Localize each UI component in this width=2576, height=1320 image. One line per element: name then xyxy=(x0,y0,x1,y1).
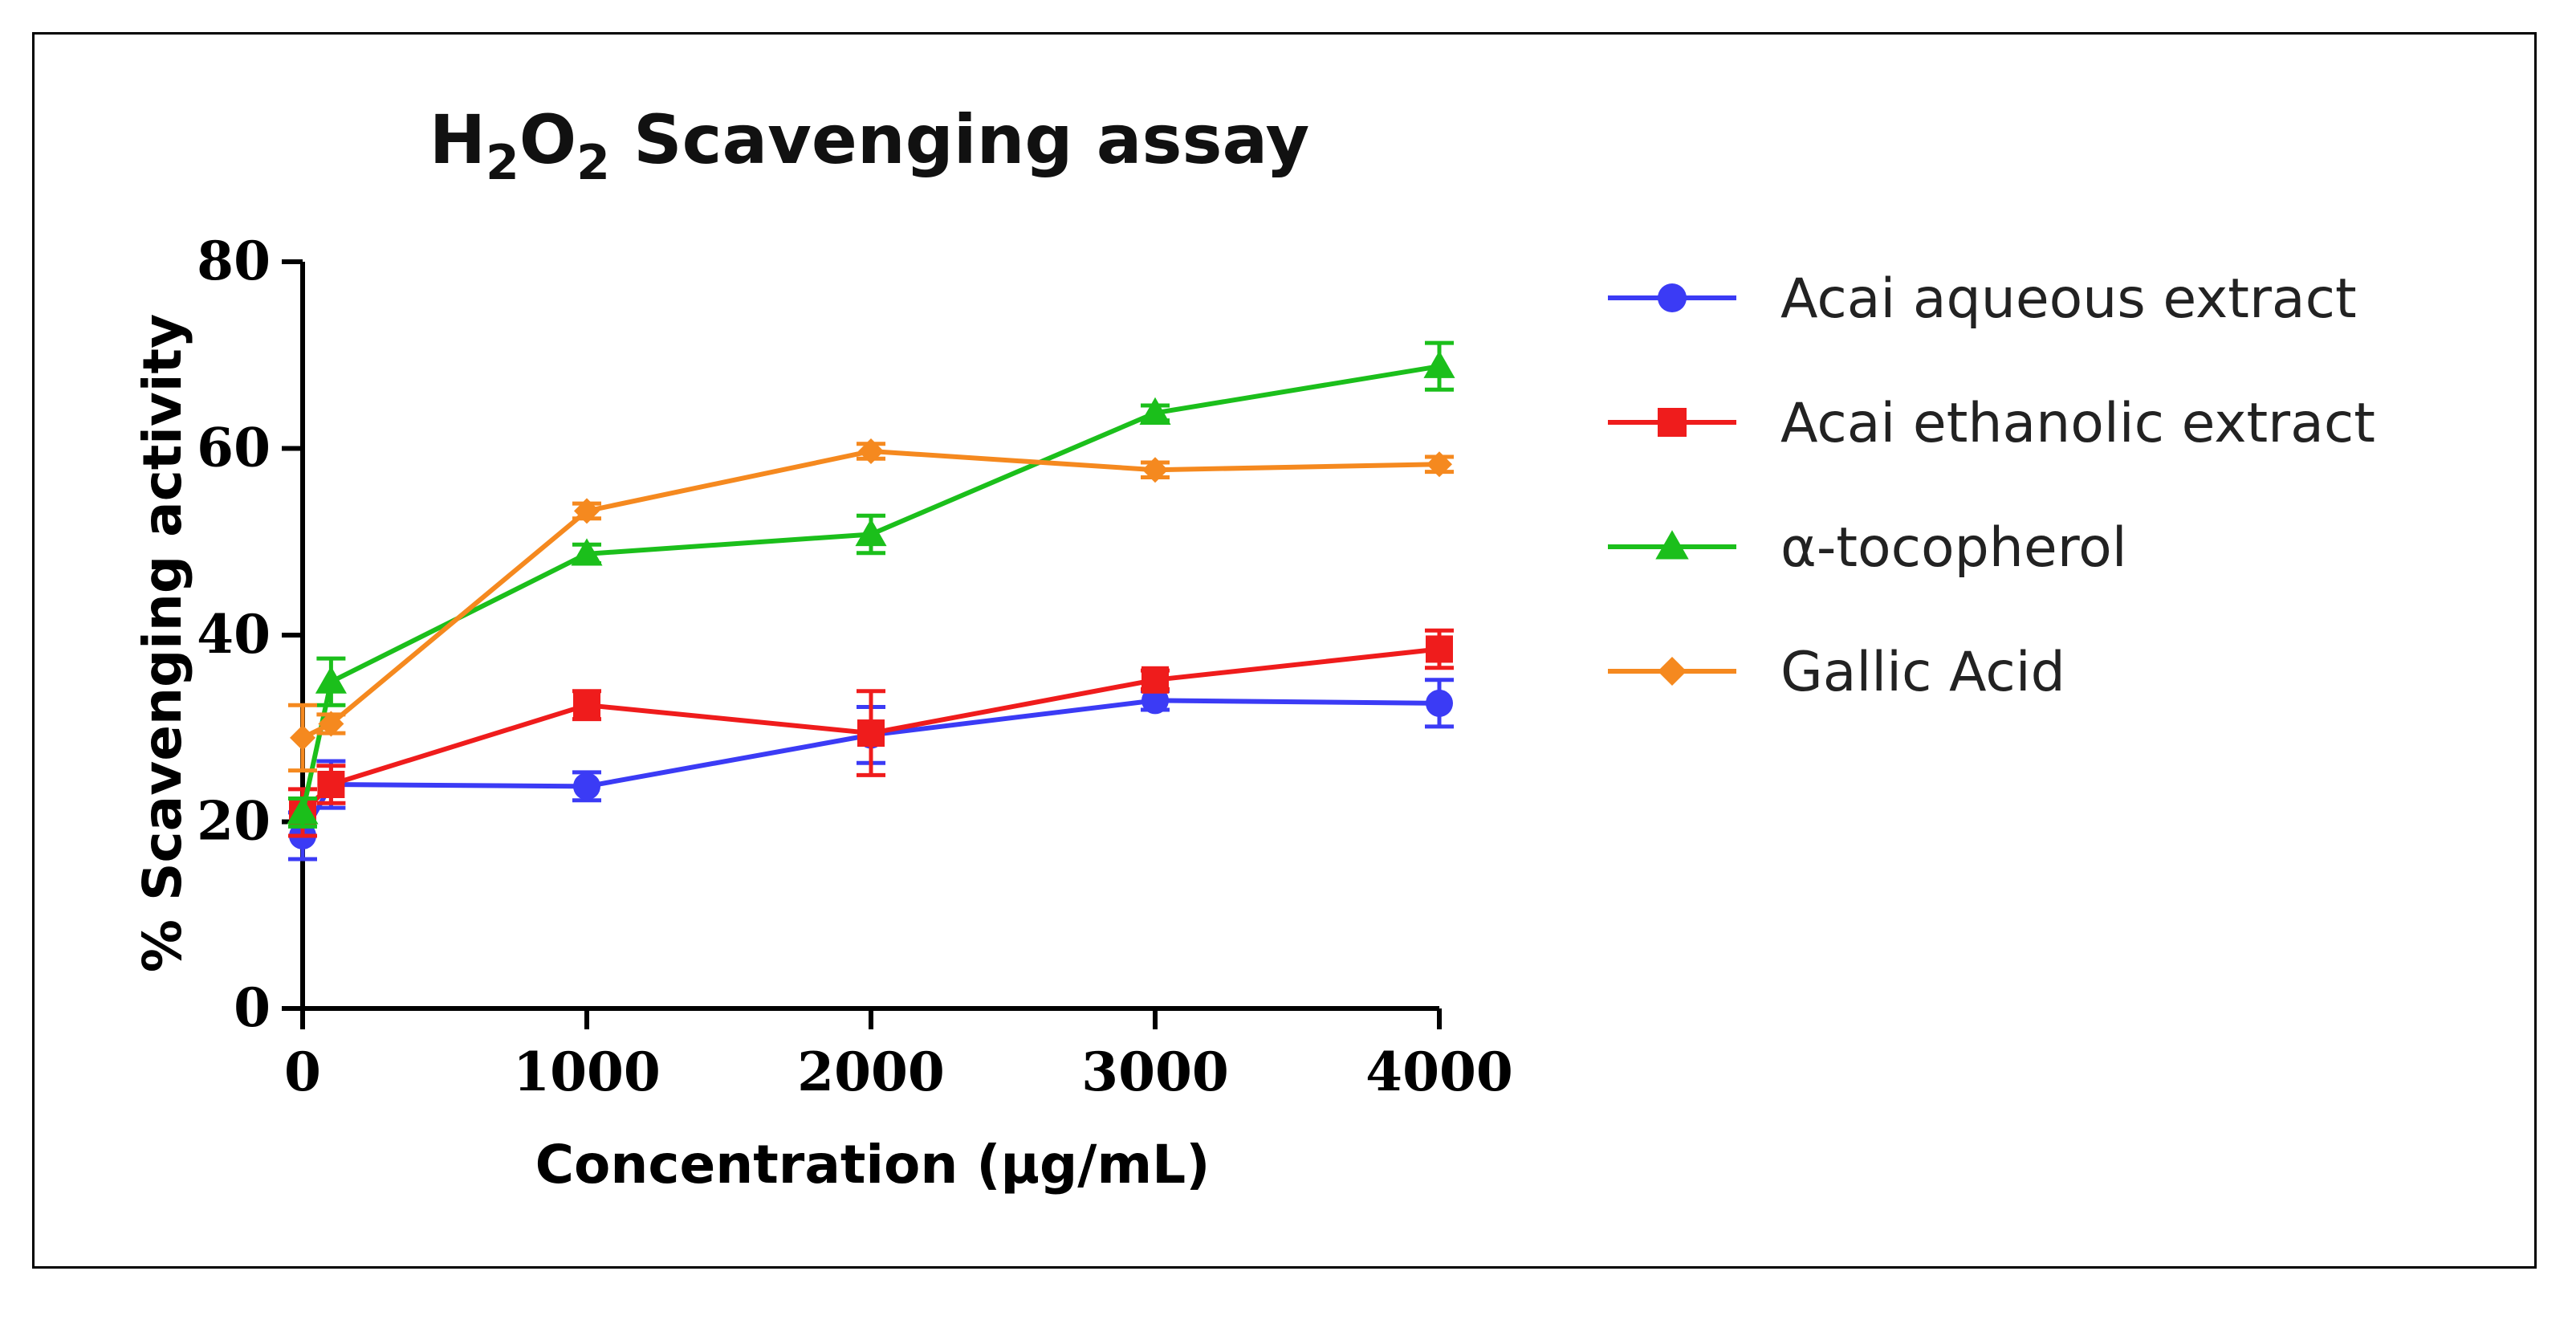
data-point xyxy=(1139,397,1171,425)
legend-item-tocopherol: α-tocopherol xyxy=(1608,516,2127,580)
legend-item-gallic-acid: Gallic Acid xyxy=(1608,641,2065,704)
legend-swatch-marker xyxy=(1658,283,1687,312)
chart-title: H2O2 Scavenging assay xyxy=(429,100,1310,191)
data-point xyxy=(290,724,315,751)
y-tick-label: 40 xyxy=(197,603,271,666)
chart-title-text: H2O2 Scavenging assay xyxy=(429,100,1310,191)
data-point xyxy=(1426,451,1452,478)
series-gallic-acid xyxy=(288,438,1454,773)
y-tick-label: 60 xyxy=(197,417,271,479)
y-tick-label: 80 xyxy=(197,230,271,292)
series-tocopherol xyxy=(287,340,1455,829)
axes: 0 20 40 60 80 0 1000 2000 3000 4000 Concentration … xyxy=(132,230,1513,1196)
plot-area xyxy=(287,340,1455,862)
title-subscript: 2 xyxy=(486,135,519,191)
x-tick-label: 0 xyxy=(284,1041,321,1103)
x-axis-title: Concentration (μg/mL) xyxy=(535,1134,1211,1196)
data-point xyxy=(1423,350,1455,378)
title-segment: O xyxy=(519,100,576,179)
data-point xyxy=(287,796,319,825)
y-tick-label: 20 xyxy=(197,790,271,853)
legend-label: Gallic Acid xyxy=(1780,641,2065,704)
x-tick-label: 3000 xyxy=(1081,1041,1229,1103)
legend-label: Acai ethanolic extract xyxy=(1780,392,2375,455)
data-point xyxy=(318,711,344,737)
title-segment: H xyxy=(429,100,486,179)
data-point xyxy=(857,719,885,748)
data-point xyxy=(315,666,347,694)
data-point xyxy=(571,538,603,566)
data-point xyxy=(317,771,345,798)
legend-label: α-tocopherol xyxy=(1780,516,2127,580)
x-tick-label: 4000 xyxy=(1365,1041,1513,1103)
data-point xyxy=(573,772,600,801)
data-point xyxy=(1426,689,1453,717)
title-segment: Scavenging assay xyxy=(610,100,1309,179)
y-axis-title: % Scavenging activity xyxy=(132,314,193,972)
legend-label: Acai aqueous extract xyxy=(1780,267,2357,331)
legend-item-acai-ethanolic-extract: Acai ethanolic extract xyxy=(1608,392,2375,455)
data-point xyxy=(574,498,600,524)
legend: Acai aqueous extract Acai ethanolic extra… xyxy=(1608,267,2375,704)
series-acai-ethanolic-extract xyxy=(288,628,1454,838)
figure-frame: H2O2 Scavenging assay 0 20 40 60 80 0 1000 2000… xyxy=(32,32,2537,1269)
data-point xyxy=(858,438,884,464)
data-point xyxy=(1426,635,1453,663)
legend-swatch-marker xyxy=(1658,657,1687,686)
data-point xyxy=(1141,686,1169,715)
data-point xyxy=(1142,457,1168,483)
x-tick-label: 2000 xyxy=(797,1041,945,1103)
y-tick-label: 0 xyxy=(234,976,271,1039)
x-tick-label: 1000 xyxy=(513,1041,661,1103)
data-point xyxy=(1141,666,1169,694)
data-point xyxy=(855,518,887,547)
legend-swatch-marker xyxy=(1655,530,1689,560)
data-point xyxy=(573,691,600,719)
title-subscript: 2 xyxy=(576,135,610,191)
legend-swatch-marker xyxy=(1658,408,1687,437)
legend-item-acai-aqueous-extract: Acai aqueous extract xyxy=(1608,267,2357,331)
